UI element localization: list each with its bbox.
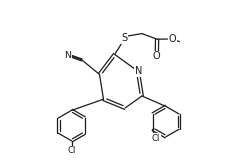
Text: Cl: Cl bbox=[152, 134, 160, 143]
Text: Cl: Cl bbox=[67, 146, 76, 155]
Text: N: N bbox=[64, 51, 71, 60]
Text: O: O bbox=[153, 51, 161, 61]
Text: O: O bbox=[169, 34, 176, 44]
Text: S: S bbox=[121, 33, 127, 43]
Text: N: N bbox=[135, 66, 142, 76]
